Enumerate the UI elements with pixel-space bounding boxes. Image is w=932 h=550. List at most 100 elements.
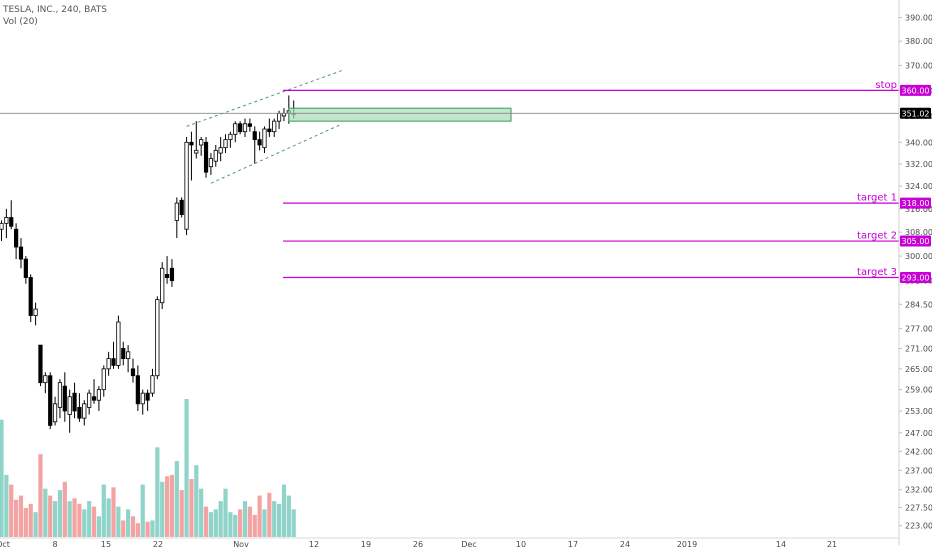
candle-body xyxy=(242,123,248,133)
price-tick-label: 265.00 xyxy=(905,365,932,374)
volume-bar xyxy=(111,487,116,537)
volume-bar xyxy=(140,484,145,537)
price-tick-label: 370.00 xyxy=(905,61,932,70)
volume-bar xyxy=(52,501,58,537)
candle-body xyxy=(62,385,67,412)
time-tick-label: 2019 xyxy=(677,540,697,549)
volume-bar xyxy=(286,495,291,537)
volume-legend[interactable]: Vol (20) xyxy=(3,17,38,27)
price-tick-label: 227.50 xyxy=(905,504,932,513)
volume-bar xyxy=(62,481,67,537)
candle-body xyxy=(272,120,277,133)
volume-bar xyxy=(57,490,63,537)
candle-body xyxy=(0,222,4,230)
time-tick-label: Oct xyxy=(0,540,10,549)
candle-body xyxy=(52,403,58,423)
volume-bar xyxy=(28,503,33,537)
volume-bar xyxy=(150,520,155,537)
volume-bar xyxy=(179,490,184,537)
level-label: target 3 xyxy=(857,267,897,278)
volume-bar xyxy=(4,474,9,537)
volume-bar xyxy=(160,481,165,537)
price-tick-label: 237.00 xyxy=(905,466,932,475)
time-tick-label: 8 xyxy=(52,540,57,549)
candle-body xyxy=(174,202,179,221)
candle-body xyxy=(67,396,72,415)
candle-body xyxy=(18,246,24,260)
entry-zone xyxy=(288,107,512,122)
symbol-legend[interactable]: TESLA, INC., 240, BATS xyxy=(3,5,107,15)
volume-bar xyxy=(242,501,248,537)
volume-bar xyxy=(272,501,277,537)
level-tag: 293.00 xyxy=(902,274,930,283)
candle-body xyxy=(184,141,189,230)
volume-bar xyxy=(145,521,150,537)
volume-bar xyxy=(247,506,252,537)
level-label: stop xyxy=(875,80,897,91)
volume-bar xyxy=(72,498,77,537)
volume-bar xyxy=(218,501,223,537)
candle-body xyxy=(140,392,145,405)
last-price-tag: 351.02 xyxy=(902,109,930,118)
candle-body xyxy=(48,375,53,426)
price-axis[interactable]: 390.00380.00370.00360.00350.00340.00332.… xyxy=(898,0,932,545)
drawings-layer[interactable]: stop target 1 target 2 target 3 xyxy=(0,69,899,279)
volume-bar xyxy=(135,523,140,537)
candle-body xyxy=(23,258,28,278)
candle-body xyxy=(126,351,131,360)
volume-bar xyxy=(77,503,82,537)
time-tick-label: 17 xyxy=(568,540,578,549)
time-tick-label: 26 xyxy=(413,540,423,549)
volume-bar xyxy=(257,495,262,537)
price-tick-label: 242.00 xyxy=(905,447,932,456)
level-label: target 1 xyxy=(857,193,897,204)
volume-bar xyxy=(14,499,19,537)
candle-body xyxy=(111,358,116,366)
volume-bar xyxy=(67,501,72,537)
price-tick-label: 284.50 xyxy=(905,300,932,309)
level-tag: 318.00 xyxy=(902,199,930,208)
volume-bar xyxy=(213,509,218,537)
volume-bar xyxy=(203,506,209,537)
volume-bar xyxy=(199,488,204,537)
candle-body xyxy=(160,267,165,304)
volume-bar xyxy=(189,479,194,537)
price-tick-label: 259.00 xyxy=(905,386,932,395)
last-price-tag-bg xyxy=(900,107,931,119)
level-tag-bg xyxy=(900,272,931,284)
candle-body xyxy=(262,128,267,149)
volume-bar xyxy=(96,516,101,537)
candle-body xyxy=(28,277,33,316)
time-axis[interactable]: Oct 8 15 22 Nov 12 19 26 Dec 10 17 24 2019 14 21 xyxy=(0,537,899,549)
candle-body xyxy=(252,131,257,141)
candle-body xyxy=(155,299,160,377)
time-tick-label: 10 xyxy=(516,540,526,549)
volume-bar xyxy=(101,484,106,537)
candle-body xyxy=(72,392,77,412)
price-tick-label: 247.00 xyxy=(905,429,932,438)
volume-bar xyxy=(130,516,136,537)
time-tick-label: 15 xyxy=(101,540,111,549)
time-tick-label: 12 xyxy=(309,540,319,549)
candle-body xyxy=(238,123,243,133)
volume-bar xyxy=(38,454,43,537)
candle-body xyxy=(189,141,194,146)
volume-bar xyxy=(276,503,282,537)
time-tick-label: 22 xyxy=(153,540,163,549)
candle-body xyxy=(91,396,97,401)
volume-bar xyxy=(169,474,175,537)
volume-bar xyxy=(208,512,214,537)
volume-bar xyxy=(184,399,189,537)
price-tick-label: 380.00 xyxy=(905,37,932,46)
candle-body xyxy=(276,112,282,122)
candle-body xyxy=(218,147,223,154)
level-label: target 2 xyxy=(857,231,897,242)
volume-bar xyxy=(262,509,267,537)
candle-body xyxy=(223,139,228,149)
volume-bar xyxy=(223,488,228,537)
time-tick-label: Nov xyxy=(233,540,249,549)
price-tick-label: 308.00 xyxy=(905,228,932,237)
time-tick-label: 19 xyxy=(361,540,371,549)
volume-bar xyxy=(281,484,287,537)
